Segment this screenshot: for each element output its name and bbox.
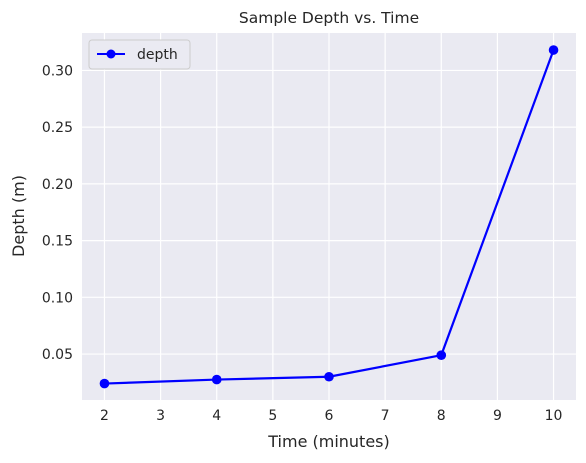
- x-tick-label: 6: [325, 408, 334, 424]
- x-tick-label: 10: [545, 408, 563, 424]
- data-point: [436, 350, 447, 360]
- y-tick-label: 0.05: [42, 347, 73, 363]
- y-tick-label: 0.20: [42, 177, 73, 193]
- x-axis-label: Time (minutes): [267, 432, 390, 451]
- y-tick-label: 0.15: [42, 234, 73, 250]
- legend-marker-depth: [106, 49, 116, 59]
- legend-box: [88, 39, 191, 70]
- y-tick-labels: 0.05 0.10 0.15 0.20 0.25 0.30: [42, 63, 73, 363]
- series-layer: [99, 45, 559, 389]
- x-tick-label: 7: [381, 408, 390, 424]
- x-tick-label: 3: [156, 408, 165, 424]
- data-point: [99, 378, 110, 389]
- data-point: [211, 374, 222, 385]
- y-tick-label: 0.10: [42, 290, 73, 306]
- data-point: [548, 45, 559, 55]
- x-tick-label: 9: [493, 408, 502, 424]
- y-axis-label: Depth (m): [9, 175, 28, 257]
- legend: depth: [88, 39, 191, 70]
- x-tick-labels: 2 3 4 5 6 7 8 9 10: [100, 408, 562, 424]
- x-tick-label: 5: [268, 408, 277, 424]
- y-tick-label: 0.25: [42, 120, 73, 136]
- data-point: [324, 371, 334, 382]
- grid-lines: [82, 33, 576, 400]
- y-tick-label: 0.30: [42, 63, 73, 79]
- x-tick-label: 4: [212, 408, 221, 424]
- chart-title: Sample Depth vs. Time: [239, 9, 419, 27]
- legend-label-depth: depth: [137, 47, 178, 63]
- x-tick-label: 2: [100, 408, 109, 424]
- x-tick-label: 8: [437, 408, 446, 424]
